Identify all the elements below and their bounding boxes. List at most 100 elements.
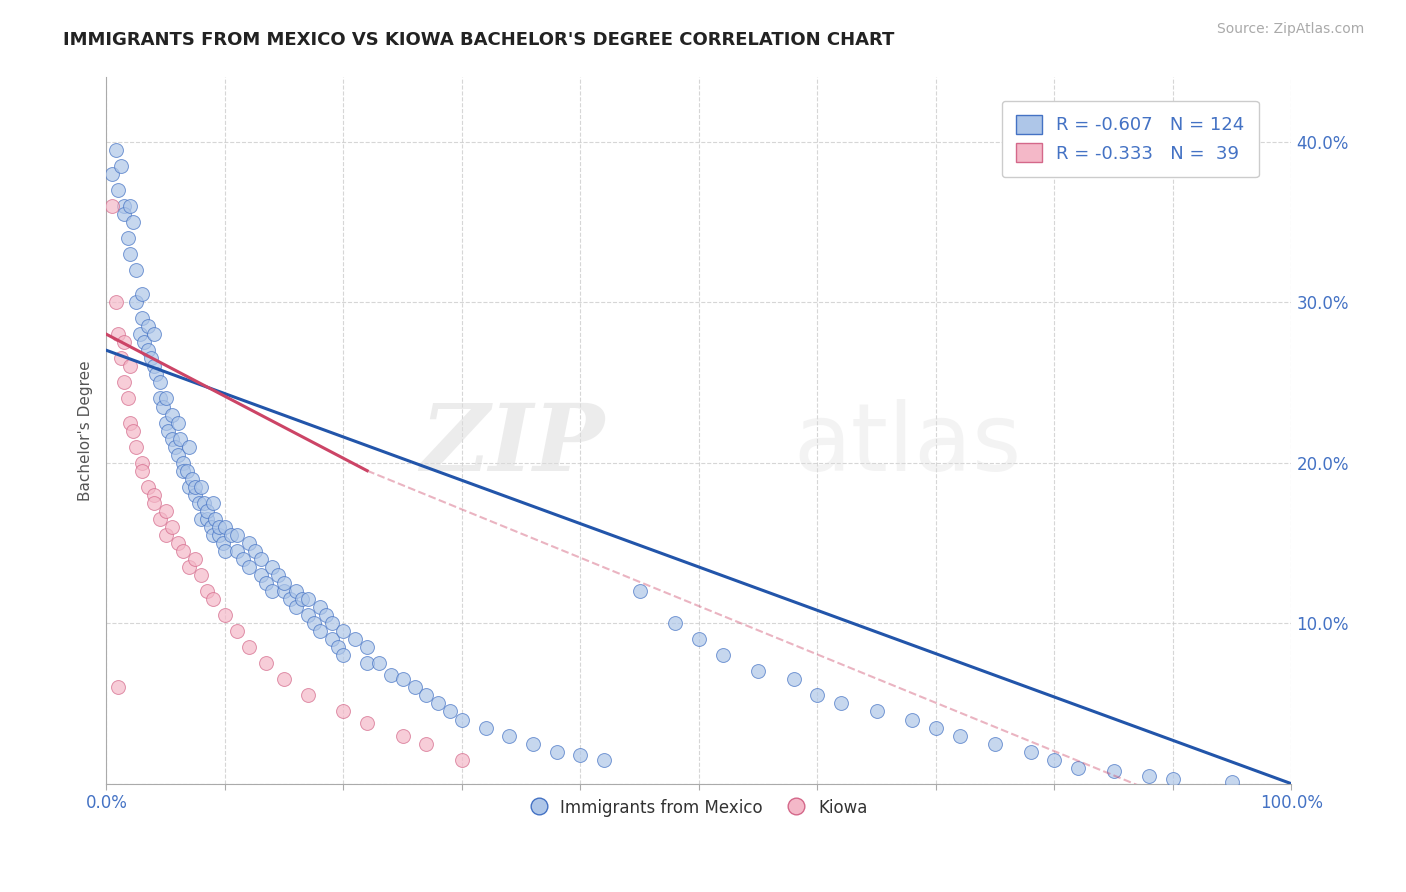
Point xyxy=(984,737,1007,751)
Point xyxy=(1067,761,1090,775)
Point xyxy=(155,416,177,430)
Point xyxy=(141,351,163,366)
Point xyxy=(149,512,172,526)
Point xyxy=(249,552,271,566)
Point xyxy=(204,512,226,526)
Text: IMMIGRANTS FROM MEXICO VS KIOWA BACHELOR'S DEGREE CORRELATION CHART: IMMIGRANTS FROM MEXICO VS KIOWA BACHELOR… xyxy=(63,31,894,49)
Point xyxy=(179,560,201,574)
Point xyxy=(1102,764,1125,778)
Point xyxy=(1161,772,1184,786)
Legend: Immigrants from Mexico, Kiowa: Immigrants from Mexico, Kiowa xyxy=(522,790,876,825)
Point xyxy=(155,392,177,406)
Point xyxy=(125,263,148,277)
Point xyxy=(101,199,124,213)
Point xyxy=(225,624,247,639)
Point xyxy=(166,416,188,430)
Point xyxy=(173,544,195,558)
Point xyxy=(184,552,207,566)
Point xyxy=(179,480,201,494)
Point xyxy=(321,632,343,647)
Point xyxy=(202,592,225,607)
Point xyxy=(415,689,437,703)
Point xyxy=(180,472,202,486)
Point xyxy=(214,520,236,534)
Point xyxy=(117,231,139,245)
Point xyxy=(297,592,319,607)
Point xyxy=(195,584,218,599)
Point xyxy=(498,729,520,743)
Point xyxy=(104,143,127,157)
Point xyxy=(925,721,948,735)
Point xyxy=(214,544,236,558)
Point xyxy=(200,520,222,534)
Point xyxy=(110,351,132,366)
Point xyxy=(195,504,218,518)
Y-axis label: Bachelor's Degree: Bachelor's Degree xyxy=(79,360,93,501)
Point xyxy=(711,648,734,663)
Point xyxy=(238,640,260,655)
Point xyxy=(101,167,124,181)
Point xyxy=(131,456,153,470)
Point xyxy=(427,697,450,711)
Point xyxy=(219,528,242,542)
Point xyxy=(267,568,290,582)
Point xyxy=(112,335,135,350)
Point xyxy=(187,496,209,510)
Point xyxy=(160,408,183,422)
Point xyxy=(120,416,142,430)
Point xyxy=(125,295,148,310)
Point xyxy=(256,657,278,671)
Point xyxy=(332,624,354,639)
Point xyxy=(664,616,686,631)
Point xyxy=(326,640,349,655)
Point xyxy=(569,747,592,762)
Point xyxy=(134,335,156,350)
Point xyxy=(155,504,177,518)
Point xyxy=(104,295,127,310)
Point xyxy=(415,737,437,751)
Point xyxy=(128,327,150,342)
Point xyxy=(166,448,188,462)
Point xyxy=(195,512,218,526)
Point xyxy=(173,464,195,478)
Point xyxy=(273,673,295,687)
Point xyxy=(1220,775,1243,789)
Point xyxy=(1019,745,1042,759)
Point xyxy=(225,528,247,542)
Point xyxy=(131,464,153,478)
Point xyxy=(190,512,212,526)
Point xyxy=(117,392,139,406)
Text: Source: ZipAtlas.com: Source: ZipAtlas.com xyxy=(1216,22,1364,37)
Point xyxy=(179,440,201,454)
Point xyxy=(169,432,191,446)
Point xyxy=(593,753,616,767)
Point xyxy=(142,327,165,342)
Point xyxy=(522,737,544,751)
Point xyxy=(152,400,174,414)
Text: atlas: atlas xyxy=(794,399,1022,491)
Point xyxy=(120,199,142,213)
Point xyxy=(901,713,924,727)
Point xyxy=(202,496,225,510)
Point xyxy=(297,689,319,703)
Text: ZIP: ZIP xyxy=(420,400,605,490)
Point xyxy=(439,705,461,719)
Point xyxy=(208,528,231,542)
Point xyxy=(202,528,225,542)
Point xyxy=(238,536,260,550)
Point xyxy=(285,584,308,599)
Point xyxy=(232,552,254,566)
Point xyxy=(112,376,135,390)
Point xyxy=(628,584,651,599)
Point xyxy=(125,440,148,454)
Point xyxy=(356,715,378,730)
Point xyxy=(747,665,769,679)
Point xyxy=(190,568,212,582)
Point xyxy=(273,584,295,599)
Point xyxy=(136,480,159,494)
Point xyxy=(243,544,266,558)
Point xyxy=(131,287,153,301)
Point xyxy=(214,608,236,623)
Point xyxy=(112,207,135,221)
Point xyxy=(278,592,301,607)
